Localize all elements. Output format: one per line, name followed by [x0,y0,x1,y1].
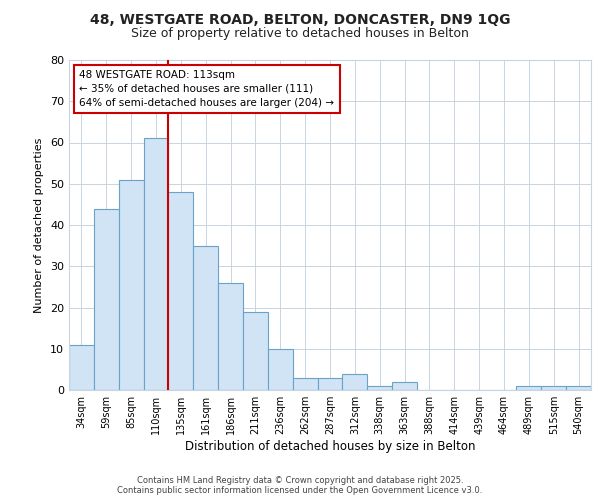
Bar [343,374,367,390]
Bar [317,378,343,390]
X-axis label: Distribution of detached houses by size in Belton: Distribution of detached houses by size … [185,440,475,453]
Bar [193,246,218,390]
Bar [69,344,94,390]
Text: Contains HM Land Registry data © Crown copyright and database right 2025.
Contai: Contains HM Land Registry data © Crown c… [118,476,482,495]
Bar [119,180,143,390]
Bar [143,138,169,390]
Bar [293,378,317,390]
Bar [541,386,566,390]
Bar [243,312,268,390]
Bar [566,386,591,390]
Y-axis label: Number of detached properties: Number of detached properties [34,138,44,312]
Bar [392,382,417,390]
Bar [367,386,392,390]
Text: Size of property relative to detached houses in Belton: Size of property relative to detached ho… [131,28,469,40]
Bar [268,349,293,390]
Bar [517,386,541,390]
Text: 48 WESTGATE ROAD: 113sqm
← 35% of detached houses are smaller (111)
64% of semi-: 48 WESTGATE ROAD: 113sqm ← 35% of detach… [79,70,334,108]
Bar [218,283,243,390]
Bar [169,192,193,390]
Text: 48, WESTGATE ROAD, BELTON, DONCASTER, DN9 1QG: 48, WESTGATE ROAD, BELTON, DONCASTER, DN… [90,12,510,26]
Bar [94,208,119,390]
